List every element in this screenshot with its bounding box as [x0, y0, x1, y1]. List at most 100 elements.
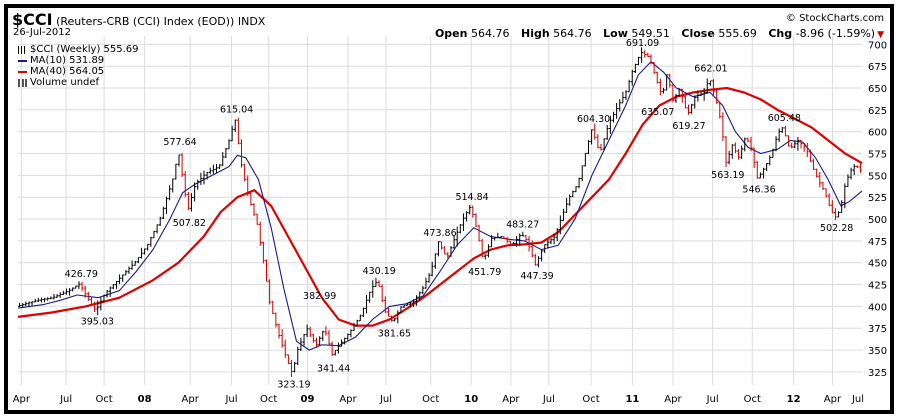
- annotation-label: 426.79: [65, 269, 98, 280]
- x-tick-label: 08: [138, 394, 152, 405]
- annotation-label: 615.04: [220, 105, 253, 116]
- y-axis: 325 350 375 400 425 450 475 500 525 550 575 600 625 6…: [868, 40, 887, 379]
- x-axis: Apr Jul Oct 08 Apr Jul Oct 09 Apr Jul Oct 10 Apr Jul O…: [13, 394, 864, 405]
- volume-icon: [18, 78, 27, 87]
- annotation-label: 604.30: [577, 114, 610, 125]
- close-label: Close: [681, 27, 715, 40]
- annotation-label: 635.07: [641, 107, 674, 118]
- x-tick-label: Oct: [260, 394, 277, 405]
- x-tick-label: Oct: [744, 394, 761, 405]
- x-tick-label: Apr: [182, 394, 200, 405]
- price-annotation: 605.48: [768, 113, 801, 124]
- y-tick-label: 350: [868, 346, 887, 357]
- annotation-label: 451.79: [468, 267, 501, 278]
- price-annotation: 691.09: [626, 38, 659, 49]
- peak-labels: 426.79 395.03 577.64 507.82 615.04 323.19 382.…: [65, 38, 854, 390]
- price-annotation: 341.44: [317, 364, 350, 375]
- price-annotation: 451.79: [468, 267, 501, 278]
- annotation-label: 514.84: [455, 192, 488, 203]
- price-annotation: 447.39: [520, 271, 553, 282]
- annotation-label: 691.09: [626, 38, 659, 49]
- price-annotation: 426.79: [65, 269, 98, 280]
- ohlc-readout: Open 564.76 High 564.76 Low 549.51 Close…: [435, 27, 884, 40]
- legend-ma40-label: MA(40) 564.05: [30, 66, 105, 77]
- price-annotation: 635.07: [641, 107, 674, 118]
- chg-value: -8.96 (-1.59%): [795, 27, 876, 40]
- y-tick-label: 575: [868, 150, 887, 161]
- high-value: 564.76: [553, 27, 592, 40]
- price-annotation: 507.82: [173, 218, 206, 229]
- annotation-label: 577.64: [163, 137, 196, 148]
- bar-icon: [18, 45, 27, 54]
- price-annotation: 381.65: [378, 328, 411, 339]
- price-annotation: 619.27: [672, 121, 705, 132]
- y-tick-label: 425: [868, 281, 887, 292]
- price-annotation: 546.36: [742, 185, 775, 196]
- x-tick-label: Apr: [13, 394, 31, 405]
- high-label: High: [520, 27, 550, 40]
- price-annotation: 473.86: [423, 228, 456, 239]
- symbol: $CCI: [12, 10, 53, 29]
- price-annotation: 502.28: [820, 223, 853, 234]
- annotation-label: 430.19: [363, 266, 396, 277]
- price-annotation: 514.84: [455, 192, 488, 203]
- annotation-label: 473.86: [423, 228, 456, 239]
- y-tick-label: 500: [868, 215, 887, 226]
- annotation-label: 662.01: [694, 64, 727, 75]
- y-tick-label: 525: [868, 193, 887, 204]
- x-tick-label: Jul: [224, 394, 237, 405]
- y-tick-label: 375: [868, 324, 887, 335]
- y-tick-label: 650: [868, 84, 887, 95]
- price-bars: [18, 47, 862, 378]
- x-tick-label: Apr: [664, 394, 682, 405]
- y-tick-label: 400: [868, 302, 887, 313]
- chart-frame: [4, 4, 894, 414]
- legend-ma40: MA(40) 564.05: [18, 66, 139, 77]
- annotation-label: 507.82: [173, 218, 206, 229]
- legend-ma10: MA(10) 531.89: [18, 55, 139, 66]
- y-tick-label: 600: [868, 128, 887, 139]
- annotation-label: 483.27: [506, 220, 539, 231]
- ma40-swatch: [18, 70, 27, 73]
- open-value: 564.76: [470, 27, 510, 40]
- annotation-label: 563.19: [711, 170, 744, 181]
- x-tick-label: 10: [464, 394, 478, 405]
- x-tick-label: Oct: [422, 394, 439, 405]
- down-triangle-icon: ▼: [877, 30, 884, 40]
- x-tick-label: Apr: [824, 394, 842, 405]
- legend-price: $CCI (Weekly) 555.69: [18, 44, 139, 55]
- low-value: 549.51: [631, 27, 670, 40]
- x-tick-label: 11: [625, 394, 639, 405]
- x-tick-label: 12: [787, 394, 801, 405]
- ma10-swatch: [18, 59, 27, 62]
- annotation-label: 382.99: [303, 291, 336, 302]
- x-tick-label: Jul: [379, 394, 392, 405]
- annotation-label: 605.48: [768, 113, 801, 124]
- annotation-label: 502.28: [820, 223, 853, 234]
- x-tick-label: Oct: [582, 394, 599, 405]
- close-value: 555.69: [718, 27, 757, 40]
- price-annotation: 577.64: [163, 137, 196, 148]
- y-tick-label: 325: [868, 368, 887, 379]
- price-annotation: 662.01: [694, 64, 727, 75]
- brand-link[interactable]: © StockCharts.com: [785, 13, 884, 24]
- price-annotation: 563.19: [711, 170, 744, 181]
- chg-label: Chg: [768, 27, 793, 40]
- symbol-description: (Reuters-CRB (CCI) Index (EOD)) INDX: [56, 15, 266, 28]
- price-annotation: 615.04: [220, 105, 253, 116]
- annotation-label: 341.44: [317, 364, 350, 375]
- x-tick-label: 09: [301, 394, 315, 405]
- legend-volume-label: Volume undef: [30, 77, 100, 88]
- legend-ma10-label: MA(10) 531.89: [30, 55, 105, 66]
- legend-volume: Volume undef: [18, 77, 139, 88]
- annotation-label: 323.19: [277, 379, 310, 390]
- x-tick-label: Jul: [59, 394, 72, 405]
- y-tick-label: 700: [868, 40, 887, 51]
- x-tick-label: Jul: [851, 394, 864, 405]
- price-annotation: 382.99: [303, 291, 336, 302]
- price-annotation: 430.19: [363, 266, 396, 277]
- open-label: Open: [434, 27, 468, 40]
- grid: [18, 36, 862, 385]
- x-tick-label: Apr: [339, 394, 357, 405]
